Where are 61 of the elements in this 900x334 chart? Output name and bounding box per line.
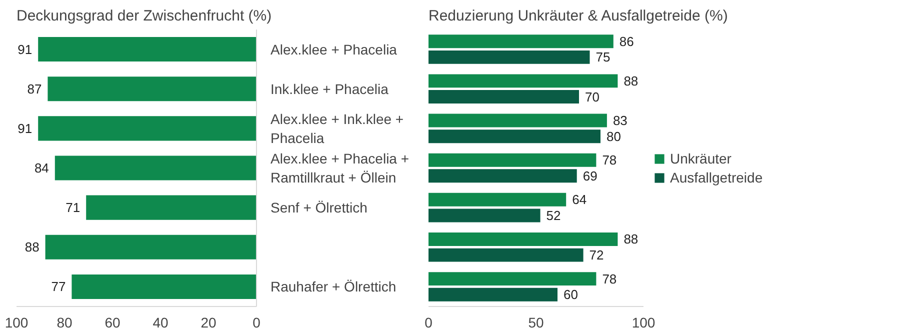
bar	[38, 37, 256, 62]
y-tick-label: Alex.klee + Phacelia	[270, 41, 398, 58]
bar	[428, 169, 577, 183]
chart-title: Reduzierung Unkräuter & Ausfallgetreide (%)	[428, 8, 728, 24]
bar	[428, 272, 596, 286]
data-label: 88	[24, 240, 40, 255]
bar	[54, 156, 256, 180]
bar	[45, 234, 256, 260]
x-tick-label: 20	[200, 314, 216, 330]
bar	[428, 232, 618, 246]
x-tick-label: 100	[632, 314, 656, 330]
data-label: 91	[18, 120, 32, 136]
y-tick-label: Rauhafer + Ölrettich	[270, 278, 396, 295]
x-tick-label: 100	[4, 314, 28, 330]
y-tick-label: Senf + Ölrettich	[270, 200, 368, 216]
data-label: 83	[612, 113, 628, 128]
y-tick-label: Ink.klee + Phacelia	[270, 80, 389, 97]
bar	[428, 248, 584, 262]
data-label: 86	[619, 34, 634, 49]
data-label: 78	[602, 271, 617, 286]
data-label: 71	[66, 200, 80, 216]
data-label: 75	[596, 50, 610, 65]
bar	[428, 50, 590, 64]
data-label: 88	[624, 73, 638, 88]
bar	[428, 208, 540, 222]
data-label: 88	[624, 232, 638, 247]
bar	[428, 34, 614, 48]
x-tick-label: 0	[252, 314, 261, 330]
bar	[428, 114, 607, 128]
bar	[428, 288, 558, 302]
chart-title: Deckungsgrad der Zwischenfrucht (%)	[16, 8, 272, 24]
legend-label: Unkräuter	[670, 150, 732, 166]
bar	[38, 116, 256, 141]
bar	[72, 274, 256, 299]
data-label: 72	[589, 248, 604, 263]
data-label: 91	[18, 42, 32, 57]
bar	[428, 192, 566, 206]
x-tick-label: 0	[424, 314, 433, 330]
data-label: 84	[34, 160, 49, 176]
legend-label: Ausfallgetreide	[670, 169, 763, 185]
data-label: 60	[564, 287, 578, 302]
data-label: 70	[585, 89, 600, 104]
data-label: 69	[582, 168, 598, 184]
data-label: 78	[602, 152, 617, 168]
bar	[86, 195, 256, 220]
y-tick-label: Alex.klee + Ink.klee + Phacelia	[270, 110, 404, 146]
data-label: 87	[27, 81, 42, 96]
bar	[428, 90, 579, 104]
bar	[428, 153, 596, 167]
x-tick-label: 50	[528, 314, 544, 330]
data-label: 77	[51, 279, 66, 294]
bar	[428, 74, 618, 88]
bar	[428, 130, 600, 144]
bar	[48, 76, 256, 102]
data-label: 52	[546, 208, 561, 223]
x-tick-label: 60	[104, 314, 120, 330]
data-label: 64	[572, 192, 587, 208]
y-tick-label: Alex.klee + Phacelia + Ramtillkraut + Öllein	[270, 150, 410, 186]
x-tick-label: 40	[152, 314, 168, 330]
data-label: 80	[606, 128, 621, 144]
x-tick-label: 80	[56, 314, 72, 330]
